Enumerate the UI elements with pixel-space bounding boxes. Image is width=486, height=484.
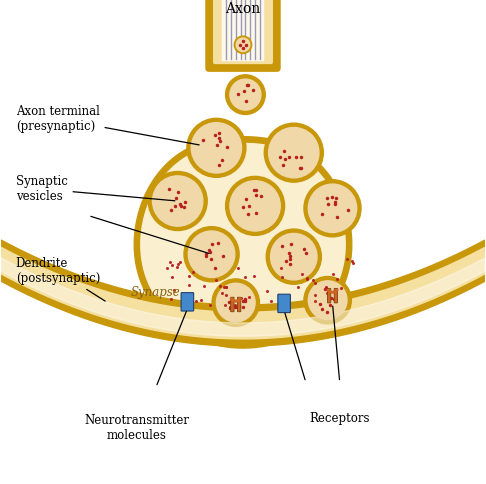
- Circle shape: [230, 79, 261, 110]
- Circle shape: [304, 180, 361, 237]
- Text: Axon terminal
(presynaptic): Axon terminal (presynaptic): [16, 105, 199, 145]
- Circle shape: [226, 176, 285, 235]
- Circle shape: [184, 227, 239, 282]
- Circle shape: [187, 118, 246, 177]
- FancyBboxPatch shape: [205, 0, 281, 72]
- Circle shape: [236, 38, 250, 52]
- Text: Dendrite
(postsynaptic): Dendrite (postsynaptic): [16, 257, 105, 301]
- Circle shape: [269, 127, 319, 178]
- Text: Synapse: Synapse: [131, 287, 181, 300]
- FancyBboxPatch shape: [222, 0, 264, 61]
- Circle shape: [153, 176, 203, 226]
- Polygon shape: [141, 143, 345, 341]
- Circle shape: [234, 36, 252, 54]
- FancyBboxPatch shape: [278, 294, 291, 313]
- Circle shape: [304, 276, 351, 324]
- Polygon shape: [1, 240, 485, 346]
- Circle shape: [148, 171, 207, 230]
- Circle shape: [308, 184, 357, 232]
- Circle shape: [226, 75, 265, 114]
- Text: Receptors: Receptors: [310, 412, 370, 425]
- Circle shape: [216, 283, 255, 322]
- Text: Synaptic
vesicles: Synaptic vesicles: [16, 175, 175, 203]
- FancyBboxPatch shape: [181, 293, 193, 311]
- Polygon shape: [1, 258, 485, 336]
- FancyBboxPatch shape: [231, 297, 234, 312]
- Text: Neurotransmitter
molecules: Neurotransmitter molecules: [84, 414, 189, 442]
- FancyBboxPatch shape: [238, 297, 241, 312]
- Circle shape: [191, 122, 242, 173]
- Circle shape: [264, 123, 323, 182]
- Circle shape: [189, 231, 235, 277]
- FancyBboxPatch shape: [213, 0, 273, 64]
- Circle shape: [230, 181, 280, 231]
- Circle shape: [271, 233, 317, 280]
- Text: Axon: Axon: [226, 2, 260, 16]
- Circle shape: [212, 279, 260, 326]
- Polygon shape: [134, 136, 352, 348]
- Circle shape: [308, 281, 347, 319]
- FancyBboxPatch shape: [328, 288, 331, 303]
- FancyBboxPatch shape: [334, 288, 338, 303]
- Polygon shape: [1, 247, 485, 339]
- Circle shape: [266, 229, 321, 284]
